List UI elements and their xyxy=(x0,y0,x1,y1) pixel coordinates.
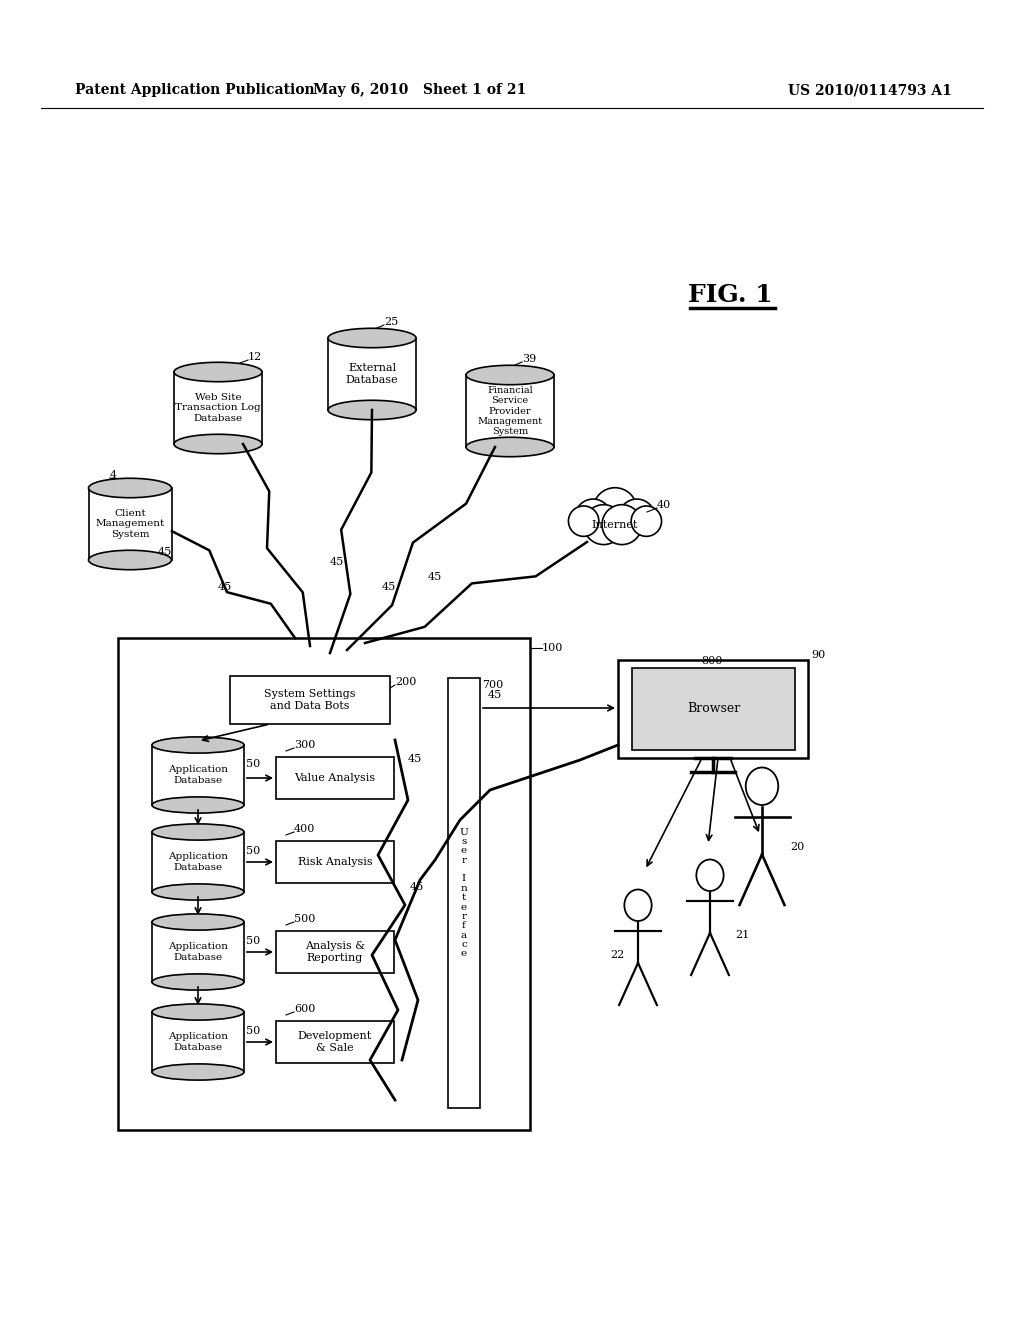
Bar xyxy=(328,338,416,411)
Text: 45: 45 xyxy=(158,546,172,557)
Ellipse shape xyxy=(88,550,171,570)
Ellipse shape xyxy=(174,434,262,454)
Ellipse shape xyxy=(152,1064,244,1080)
Ellipse shape xyxy=(152,884,244,900)
Text: 45: 45 xyxy=(382,582,396,591)
Ellipse shape xyxy=(152,974,244,990)
Text: 500: 500 xyxy=(294,913,315,924)
Bar xyxy=(152,1012,244,1072)
Circle shape xyxy=(618,499,655,535)
Text: 20: 20 xyxy=(790,842,804,851)
Text: 800: 800 xyxy=(701,656,723,667)
Bar xyxy=(276,756,394,799)
Ellipse shape xyxy=(152,913,244,931)
Text: 40: 40 xyxy=(657,500,672,510)
Ellipse shape xyxy=(696,859,724,891)
Text: 45: 45 xyxy=(330,557,344,568)
Text: May 6, 2010   Sheet 1 of 21: May 6, 2010 Sheet 1 of 21 xyxy=(313,83,526,96)
Text: 50: 50 xyxy=(246,846,260,855)
Ellipse shape xyxy=(466,366,554,384)
Text: 50: 50 xyxy=(246,1026,260,1036)
Text: 39: 39 xyxy=(522,354,537,364)
Text: Application
Database: Application Database xyxy=(168,766,228,784)
Circle shape xyxy=(568,506,599,536)
Text: Analysis &
Reporting: Analysis & Reporting xyxy=(305,941,366,962)
Text: Patent Application Publication: Patent Application Publication xyxy=(75,83,314,96)
Bar xyxy=(466,375,554,447)
Bar xyxy=(152,832,244,892)
Ellipse shape xyxy=(152,737,244,754)
Text: Web Site
Transaction Log
Database: Web Site Transaction Log Database xyxy=(175,393,261,422)
Text: 45: 45 xyxy=(488,690,502,700)
Text: Application
Database: Application Database xyxy=(168,1032,228,1052)
Circle shape xyxy=(631,506,662,536)
Text: 600: 600 xyxy=(294,1005,315,1014)
Text: Browser: Browser xyxy=(687,702,740,715)
Circle shape xyxy=(593,487,637,532)
Text: External
Database: External Database xyxy=(346,363,398,385)
Text: 21: 21 xyxy=(735,931,750,940)
Bar xyxy=(276,841,394,883)
Text: 50: 50 xyxy=(246,759,260,770)
Text: Application
Database: Application Database xyxy=(168,942,228,962)
Ellipse shape xyxy=(745,767,778,805)
Circle shape xyxy=(584,504,624,545)
Text: 100: 100 xyxy=(542,643,563,653)
Bar xyxy=(449,678,480,1107)
Text: Client
Management
System: Client Management System xyxy=(95,510,165,539)
Bar xyxy=(174,372,262,444)
Text: 45: 45 xyxy=(218,582,232,591)
Ellipse shape xyxy=(88,478,171,498)
Text: Value Analysis: Value Analysis xyxy=(295,774,376,783)
Bar xyxy=(618,660,808,758)
Text: 300: 300 xyxy=(294,741,315,750)
Text: 45: 45 xyxy=(408,754,422,764)
Text: 45: 45 xyxy=(410,882,424,892)
Text: 25: 25 xyxy=(384,317,398,327)
Text: Application
Database: Application Database xyxy=(168,853,228,871)
Ellipse shape xyxy=(152,824,244,840)
Text: System Settings
and Data Bots: System Settings and Data Bots xyxy=(264,689,355,710)
Text: Financial
Service
Provider
Management
System: Financial Service Provider Management Sy… xyxy=(477,385,543,437)
Text: U
s
e
r
 
I
n
t
e
r
f
a
c
e: U s e r I n t e r f a c e xyxy=(460,828,468,958)
Ellipse shape xyxy=(328,329,416,347)
Text: US 2010/0114793 A1: US 2010/0114793 A1 xyxy=(788,83,952,96)
Circle shape xyxy=(575,499,611,535)
Text: 12: 12 xyxy=(248,352,262,362)
Bar xyxy=(276,1020,394,1063)
Bar xyxy=(230,676,390,723)
Ellipse shape xyxy=(174,362,262,381)
Ellipse shape xyxy=(328,400,416,420)
Ellipse shape xyxy=(625,890,651,921)
Text: 400: 400 xyxy=(294,824,315,834)
Text: 50: 50 xyxy=(246,936,260,946)
Ellipse shape xyxy=(152,1005,244,1020)
Text: 90: 90 xyxy=(811,649,825,660)
Text: 45: 45 xyxy=(428,572,442,582)
Bar xyxy=(152,921,244,982)
Text: Risk Analysis: Risk Analysis xyxy=(298,857,373,867)
Bar xyxy=(118,638,530,1130)
Text: 700: 700 xyxy=(482,680,503,690)
Ellipse shape xyxy=(466,437,554,457)
Text: FIG. 1: FIG. 1 xyxy=(688,282,772,308)
Text: 22: 22 xyxy=(610,950,625,960)
Text: Development
& Sale: Development & Sale xyxy=(298,1031,372,1053)
Text: 4: 4 xyxy=(110,470,117,480)
Bar xyxy=(632,668,795,750)
Bar xyxy=(276,931,394,973)
Bar xyxy=(88,488,171,560)
Text: Internet: Internet xyxy=(592,520,638,531)
Circle shape xyxy=(602,504,642,545)
Text: 200: 200 xyxy=(395,677,417,686)
Bar xyxy=(152,744,244,805)
Ellipse shape xyxy=(152,797,244,813)
